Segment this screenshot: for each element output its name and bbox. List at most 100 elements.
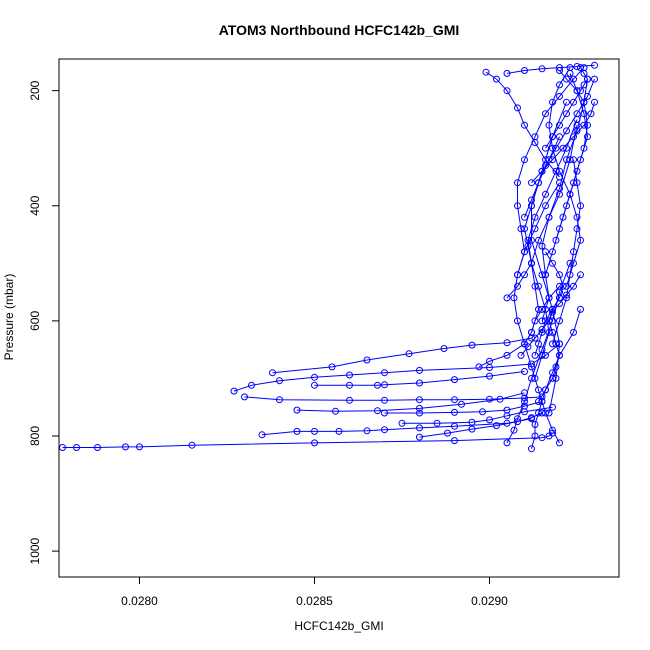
data-point	[293, 427, 301, 435]
data-point	[528, 196, 535, 204]
data-point	[549, 156, 556, 164]
data-point	[468, 418, 476, 426]
series-26	[552, 67, 591, 244]
data-point	[451, 396, 458, 404]
series-line	[314, 371, 525, 386]
y-tick-label: 200	[28, 80, 42, 100]
data-point	[573, 127, 581, 135]
series-line	[233, 343, 560, 392]
data-point	[542, 190, 549, 198]
y-tick-label: 400	[28, 195, 42, 215]
data-point	[269, 369, 276, 377]
data-point	[542, 305, 549, 313]
data-point	[563, 202, 570, 210]
data-point	[563, 98, 570, 106]
data-point	[482, 68, 490, 76]
data-point	[440, 345, 448, 352]
data-point	[570, 98, 577, 106]
x-tick-label: 0.0290	[471, 594, 508, 608]
data-point	[566, 190, 574, 198]
data-point	[521, 271, 528, 279]
data-point	[503, 87, 511, 95]
data-point	[552, 144, 560, 152]
data-point	[545, 294, 553, 302]
data-point	[535, 398, 542, 405]
data-point	[293, 406, 301, 414]
series-line	[62, 432, 553, 448]
data-point	[381, 381, 388, 389]
data-point	[486, 416, 493, 424]
data-point	[514, 104, 521, 112]
data-point	[398, 419, 406, 427]
data-point	[503, 294, 511, 302]
data-point	[556, 67, 563, 74]
data-point	[549, 248, 556, 256]
plot-area	[59, 61, 598, 453]
data-point	[577, 236, 584, 244]
data-point	[514, 179, 521, 187]
data-point	[549, 308, 556, 316]
data-point	[503, 69, 511, 77]
series-6	[381, 398, 546, 417]
data-point	[433, 419, 441, 427]
series-21	[545, 64, 584, 290]
series-12	[528, 305, 584, 453]
data-point	[521, 408, 528, 416]
data-point	[549, 259, 556, 267]
data-point	[503, 339, 511, 347]
data-point	[486, 395, 493, 403]
data-point	[528, 179, 535, 187]
data-point	[528, 363, 535, 371]
data-point	[521, 156, 528, 164]
x-tick-label: 0.0285	[296, 594, 333, 608]
data-point	[514, 317, 521, 325]
series-7	[398, 403, 556, 427]
data-point	[475, 363, 483, 371]
data-point	[580, 144, 588, 152]
series-31	[528, 98, 598, 187]
data-point	[580, 121, 588, 129]
data-point	[535, 236, 542, 244]
chart-title: ATOM3 Northbound HCFC142b_GMI	[219, 22, 460, 38]
data-point	[559, 144, 567, 152]
series-line	[527, 119, 578, 333]
data-point	[258, 431, 266, 439]
data-point	[556, 121, 563, 129]
data-point	[545, 409, 553, 417]
data-point	[542, 271, 549, 279]
data-point	[311, 427, 318, 435]
series-line	[517, 67, 585, 275]
y-tick-label: 800	[28, 426, 42, 446]
data-point	[405, 350, 413, 358]
series-1	[258, 415, 535, 439]
data-point	[468, 425, 476, 433]
data-point	[542, 248, 549, 256]
series-5	[311, 368, 528, 389]
data-point	[542, 110, 549, 118]
data-point	[381, 426, 388, 434]
data-point	[416, 404, 423, 412]
data-point	[517, 351, 525, 359]
data-point	[573, 213, 581, 221]
data-point	[510, 294, 518, 302]
data-point	[591, 61, 598, 69]
data-point	[549, 133, 556, 141]
data-point	[521, 67, 528, 74]
series-line	[548, 67, 582, 287]
series-30	[542, 64, 591, 152]
data-point	[556, 92, 563, 100]
data-point	[570, 259, 577, 267]
data-point	[580, 98, 588, 106]
plot-box	[58, 58, 620, 578]
data-point	[521, 213, 528, 221]
data-point	[559, 282, 567, 290]
data-point	[570, 133, 577, 141]
data-point	[531, 334, 539, 342]
data-point	[570, 156, 577, 164]
data-point	[416, 409, 423, 417]
data-point	[346, 381, 353, 389]
data-point	[535, 409, 542, 417]
data-point	[570, 179, 577, 187]
data-point	[276, 396, 283, 404]
